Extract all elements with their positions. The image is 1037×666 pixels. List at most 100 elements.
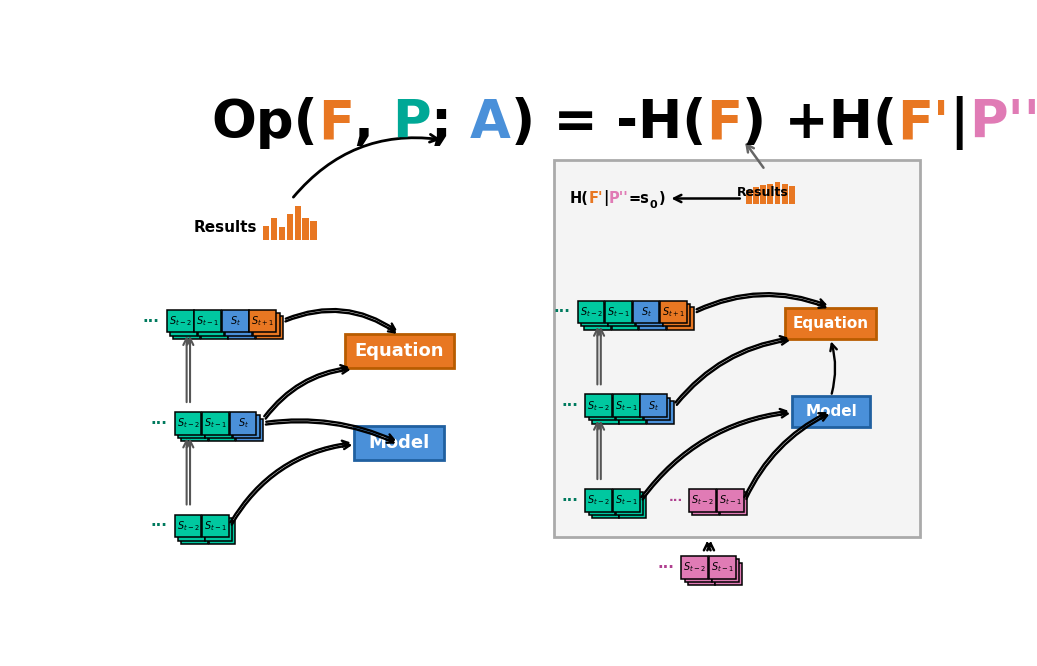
Text: F': F': [589, 191, 604, 206]
Bar: [789, 186, 794, 204]
Text: F: F: [706, 97, 742, 149]
Bar: [286, 214, 292, 240]
FancyBboxPatch shape: [720, 492, 747, 515]
Text: ···: ···: [669, 494, 683, 507]
Text: Results: Results: [737, 186, 789, 199]
FancyBboxPatch shape: [233, 416, 259, 438]
FancyBboxPatch shape: [228, 316, 255, 339]
Bar: [746, 190, 752, 204]
FancyBboxPatch shape: [716, 563, 742, 585]
Bar: [782, 184, 787, 204]
Bar: [303, 218, 309, 240]
FancyBboxPatch shape: [585, 394, 612, 417]
FancyBboxPatch shape: [181, 521, 208, 543]
Text: F: F: [317, 97, 354, 149]
FancyBboxPatch shape: [681, 556, 708, 579]
Text: Op(: Op(: [211, 97, 317, 149]
Text: $S_{t-2}$: $S_{t-2}$: [692, 494, 714, 507]
Text: P'': P'': [609, 191, 628, 206]
FancyBboxPatch shape: [712, 559, 739, 582]
FancyBboxPatch shape: [633, 300, 660, 323]
FancyBboxPatch shape: [613, 489, 640, 512]
FancyBboxPatch shape: [664, 304, 691, 326]
FancyBboxPatch shape: [253, 313, 280, 336]
FancyBboxPatch shape: [167, 310, 194, 332]
FancyBboxPatch shape: [177, 416, 204, 438]
Text: 0: 0: [649, 200, 656, 210]
FancyBboxPatch shape: [639, 307, 666, 330]
FancyBboxPatch shape: [616, 492, 643, 515]
Text: ): ): [658, 191, 665, 206]
FancyBboxPatch shape: [792, 396, 870, 427]
Bar: [753, 187, 759, 204]
Text: ···: ···: [561, 398, 579, 414]
FancyBboxPatch shape: [205, 416, 232, 438]
Text: ) = -H(: ) = -H(: [511, 97, 706, 149]
FancyBboxPatch shape: [355, 426, 444, 460]
Text: |: |: [604, 190, 609, 206]
Text: Model: Model: [368, 434, 429, 452]
FancyBboxPatch shape: [256, 316, 283, 339]
Bar: [775, 182, 781, 204]
FancyBboxPatch shape: [684, 559, 711, 582]
Text: $S_{t-2}$: $S_{t-2}$: [169, 314, 192, 328]
FancyBboxPatch shape: [170, 313, 197, 336]
Text: $S_{t-2}$: $S_{t-2}$: [580, 305, 602, 319]
FancyBboxPatch shape: [613, 394, 640, 417]
FancyBboxPatch shape: [222, 310, 249, 332]
Text: ···: ···: [143, 314, 160, 328]
FancyBboxPatch shape: [208, 419, 235, 442]
FancyBboxPatch shape: [785, 308, 876, 338]
FancyBboxPatch shape: [173, 316, 200, 339]
Text: $S_t$: $S_t$: [641, 305, 651, 319]
FancyBboxPatch shape: [661, 300, 686, 323]
FancyBboxPatch shape: [589, 398, 616, 420]
Text: $S_{t-2}$: $S_{t-2}$: [587, 399, 610, 413]
FancyBboxPatch shape: [249, 310, 276, 332]
Text: ···: ···: [657, 560, 674, 575]
FancyBboxPatch shape: [177, 518, 204, 541]
FancyBboxPatch shape: [667, 307, 694, 330]
FancyBboxPatch shape: [616, 398, 643, 420]
FancyBboxPatch shape: [641, 394, 667, 417]
FancyBboxPatch shape: [709, 556, 736, 579]
Text: $S_{t-2}$: $S_{t-2}$: [683, 561, 706, 574]
Text: Model: Model: [805, 404, 857, 420]
FancyBboxPatch shape: [201, 316, 228, 339]
Text: A: A: [470, 97, 511, 149]
FancyBboxPatch shape: [619, 496, 646, 518]
Text: $S_{t-1}$: $S_{t-1}$: [196, 314, 219, 328]
FancyBboxPatch shape: [619, 401, 646, 424]
FancyBboxPatch shape: [605, 300, 632, 323]
FancyBboxPatch shape: [236, 419, 263, 442]
Text: $S_{t+1}$: $S_{t+1}$: [251, 314, 274, 328]
FancyBboxPatch shape: [555, 160, 920, 537]
FancyBboxPatch shape: [198, 313, 224, 336]
Text: $S_t$: $S_t$: [648, 399, 660, 413]
FancyBboxPatch shape: [612, 307, 639, 330]
Text: $S_{t-1}$: $S_{t-1}$: [615, 494, 638, 507]
Text: ;: ;: [430, 97, 470, 149]
Bar: [310, 221, 316, 240]
FancyBboxPatch shape: [585, 489, 612, 512]
Text: Equation: Equation: [355, 342, 444, 360]
Text: $S_{t-2}$: $S_{t-2}$: [587, 494, 610, 507]
Text: $S_{t-2}$: $S_{t-2}$: [176, 519, 199, 533]
FancyBboxPatch shape: [690, 489, 717, 512]
FancyBboxPatch shape: [609, 304, 636, 326]
Text: $S_t$: $S_t$: [230, 314, 241, 328]
Text: Results: Results: [193, 220, 257, 236]
FancyBboxPatch shape: [688, 563, 714, 585]
FancyBboxPatch shape: [345, 334, 453, 368]
Text: $S_{t-1}$: $S_{t-1}$: [204, 417, 227, 430]
Bar: [295, 206, 301, 240]
Text: $S_t$: $S_t$: [237, 417, 249, 430]
Text: ,: ,: [354, 97, 392, 149]
FancyBboxPatch shape: [589, 492, 616, 515]
Text: $S_{t-1}$: $S_{t-1}$: [711, 561, 734, 574]
FancyBboxPatch shape: [181, 419, 208, 442]
FancyBboxPatch shape: [225, 313, 252, 336]
FancyBboxPatch shape: [202, 412, 229, 435]
Text: $S_{t-1}$: $S_{t-1}$: [615, 399, 638, 413]
Text: |: |: [950, 96, 969, 150]
